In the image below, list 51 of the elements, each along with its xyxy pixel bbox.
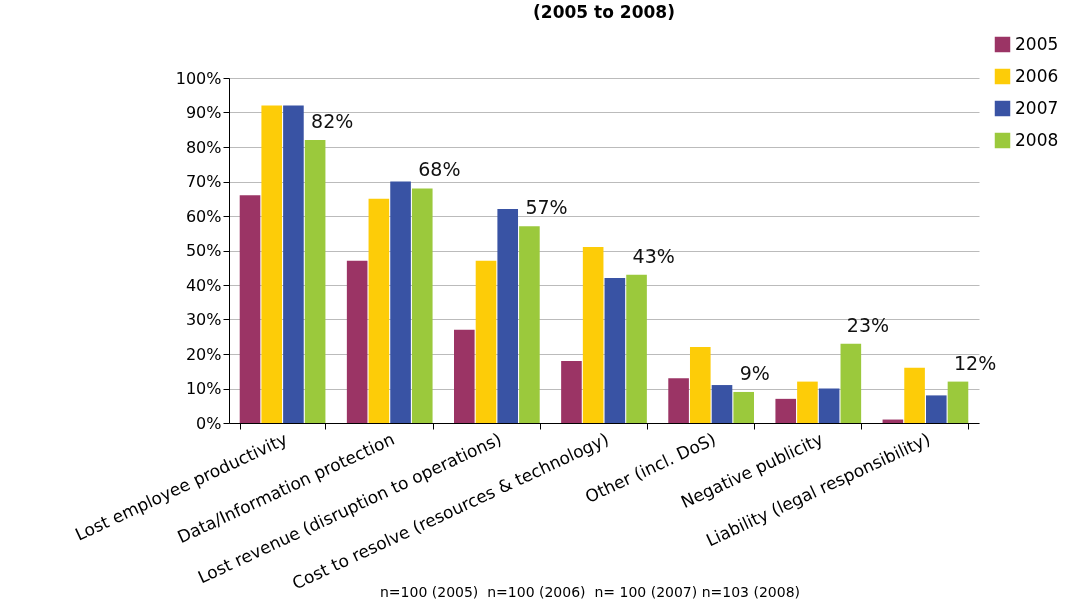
- bar: [390, 181, 411, 423]
- bar: [283, 105, 304, 423]
- bar: [626, 274, 647, 423]
- y-tick-label: 10%: [185, 379, 222, 398]
- y-tick-label: 80%: [185, 137, 222, 157]
- bar: [925, 395, 947, 423]
- bar: [904, 367, 925, 423]
- bar: [261, 105, 283, 423]
- bar: [368, 198, 390, 423]
- y-tick-label: 60%: [185, 206, 222, 226]
- bar: [733, 391, 754, 423]
- legend-label: 2005: [1015, 33, 1059, 54]
- bar: [454, 329, 475, 423]
- bar: [668, 378, 689, 423]
- bar: [239, 195, 261, 423]
- data-label: 82%: [311, 110, 354, 133]
- bar: [818, 388, 840, 423]
- data-label: 23%: [846, 313, 890, 336]
- bar: [582, 247, 604, 423]
- bar: [561, 360, 582, 423]
- bar: [411, 188, 433, 423]
- y-tick-label: 50%: [185, 241, 222, 260]
- legend-label: 2008: [1015, 129, 1059, 150]
- data-label: 57%: [525, 196, 568, 219]
- y-tick-label: 70%: [185, 172, 222, 191]
- bar: [797, 381, 818, 423]
- y-tick-label: 100%: [175, 68, 222, 88]
- bar: [346, 260, 368, 423]
- bar: [689, 347, 711, 423]
- data-label: 43%: [632, 244, 675, 267]
- legend-label: 2006: [1015, 65, 1059, 86]
- data-label: 68%: [418, 158, 461, 181]
- data-label: 12%: [953, 351, 997, 374]
- legend-label: 2007: [1015, 97, 1059, 118]
- bar: [475, 260, 497, 423]
- bar: [497, 209, 519, 423]
- y-tick-label: 90%: [185, 103, 222, 122]
- y-tick-label: 20%: [185, 344, 222, 364]
- bar: [519, 226, 540, 423]
- bar: [711, 385, 733, 423]
- data-label: 9%: [739, 361, 770, 384]
- bar: [775, 398, 797, 423]
- bar: [840, 343, 862, 423]
- bar: [604, 278, 626, 423]
- bar: [304, 140, 326, 423]
- bar: [947, 381, 969, 423]
- chart-title: (2005 to 2008): [533, 2, 675, 22]
- y-tick-label: 30%: [185, 310, 222, 329]
- text: n=100 (2005) n=100 (2006) n= 100 (2007) n=103 (2008): [380, 584, 801, 600]
- y-tick-label: 0%: [196, 413, 222, 433]
- y-tick-label: 40%: [185, 275, 222, 295]
